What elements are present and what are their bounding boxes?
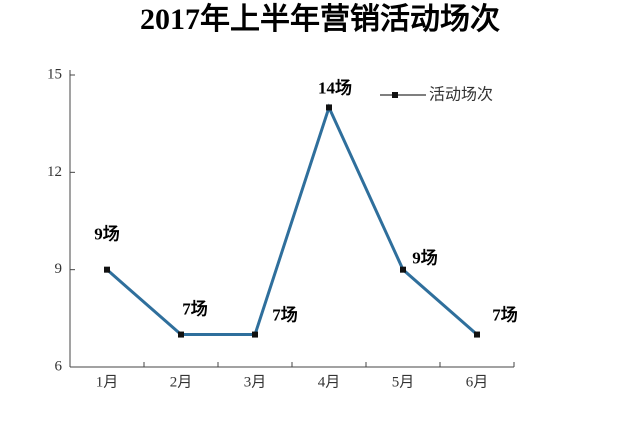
x-tick-label: 3月 (244, 374, 267, 390)
x-tick-label: 5月 (392, 374, 415, 390)
point-marker (104, 266, 110, 273)
x-tick-label: 2月 (170, 374, 193, 390)
y-tick-label: 12 (47, 164, 62, 180)
value-label: 7场 (182, 299, 208, 318)
point-marker (326, 104, 332, 111)
point-marker (178, 331, 184, 338)
x-tick-label: 1月 (96, 374, 119, 390)
value-label: 9场 (412, 249, 438, 268)
value-label: 7场 (272, 305, 298, 324)
series-line (106, 103, 478, 337)
legend-label: 活动场次 (429, 85, 493, 104)
value-label: 14场 (318, 78, 352, 97)
y-tick-label: 6 (55, 358, 63, 374)
y-tick-label: 15 (47, 66, 62, 82)
y-tick-label: 9 (55, 261, 63, 277)
point-marker (474, 331, 480, 338)
point-marker (400, 266, 406, 273)
value-label: 9场 (94, 225, 120, 244)
point-marker (252, 331, 258, 338)
value-label: 7场 (492, 305, 518, 324)
chart-title: 2017年上半年营销活动场次 (140, 3, 500, 36)
x-tick-label: 6月 (466, 374, 489, 390)
legend-marker (392, 92, 398, 98)
x-tick-label: 4月 (318, 374, 341, 390)
